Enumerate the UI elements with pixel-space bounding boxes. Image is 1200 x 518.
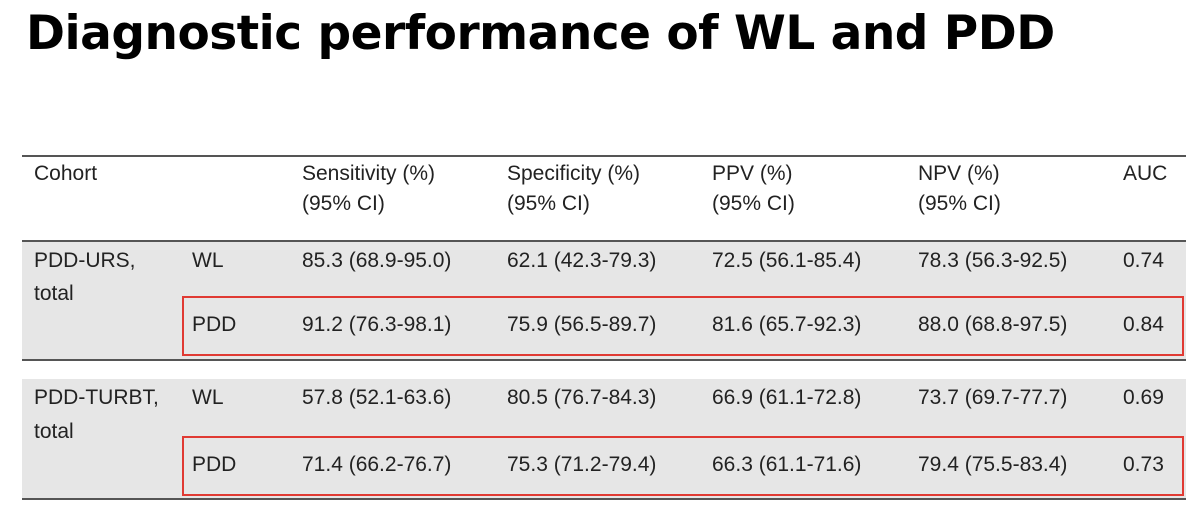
- sensitivity-cell: 85.3 (68.9-95.0): [302, 249, 452, 272]
- highlight-box-pdd-turbt: [182, 436, 1184, 496]
- npv-cell: 78.3 (56.3-92.5): [918, 249, 1068, 272]
- npv-cell: 79.4 (75.5-83.4): [918, 453, 1068, 476]
- header-specificity: Specificity (%) (95% CI): [507, 162, 641, 215]
- group-band-turbt: [22, 379, 1186, 498]
- header-npv: NPV (%) (95% CI): [918, 162, 1001, 215]
- group-band-urs: [22, 241, 1186, 359]
- method-cell: WL: [192, 249, 224, 272]
- method-cell: PDD: [192, 313, 237, 336]
- cohort-label: PDD-URS,: [34, 249, 136, 272]
- auc-cell: 0.73: [1123, 453, 1164, 476]
- header-bottom-rule: [22, 240, 1186, 242]
- auc-cell: 0.84: [1123, 313, 1164, 336]
- npv-cell: 73.7 (69.7-77.7): [918, 386, 1068, 409]
- cohort-label: PDD-TURBT,: [34, 386, 159, 409]
- group-divider-rule: [22, 359, 1186, 361]
- cohort-label-sub: total: [34, 420, 74, 443]
- ppv-cell: 72.5 (56.1-85.4): [712, 249, 862, 272]
- header-sensitivity: Sensitivity (%) (95% CI): [302, 162, 436, 215]
- table-bottom-rule: [22, 498, 1186, 500]
- specificity-cell: 62.1 (42.3-79.3): [507, 249, 657, 272]
- page-title: Diagnostic performance of WL and PDD: [26, 6, 1055, 61]
- specificity-cell: 80.5 (76.7-84.3): [507, 386, 657, 409]
- ppv-cell: 66.9 (61.1-72.8): [712, 386, 862, 409]
- auc-cell: 0.69: [1123, 386, 1164, 409]
- method-cell: WL: [192, 386, 224, 409]
- sensitivity-cell: 57.8 (52.1-63.6): [302, 386, 452, 409]
- cohort-label-sub: total: [34, 282, 74, 305]
- sensitivity-cell: 91.2 (76.3-98.1): [302, 313, 452, 336]
- highlight-box-pdd-urs: [182, 296, 1184, 356]
- method-cell: PDD: [192, 453, 237, 476]
- auc-cell: 0.74: [1123, 249, 1164, 272]
- header-auc: AUC: [1123, 162, 1168, 185]
- specificity-cell: 75.9 (56.5-89.7): [507, 313, 657, 336]
- sensitivity-cell: 71.4 (66.2-76.7): [302, 453, 452, 476]
- header-ppv: PPV (%) (95% CI): [712, 162, 795, 215]
- ppv-cell: 66.3 (61.1-71.6): [712, 453, 862, 476]
- table-top-rule: [22, 155, 1186, 157]
- ppv-cell: 81.6 (65.7-92.3): [712, 313, 862, 336]
- npv-cell: 88.0 (68.8-97.5): [918, 313, 1068, 336]
- header-cohort: Cohort: [34, 162, 98, 185]
- specificity-cell: 75.3 (71.2-79.4): [507, 453, 657, 476]
